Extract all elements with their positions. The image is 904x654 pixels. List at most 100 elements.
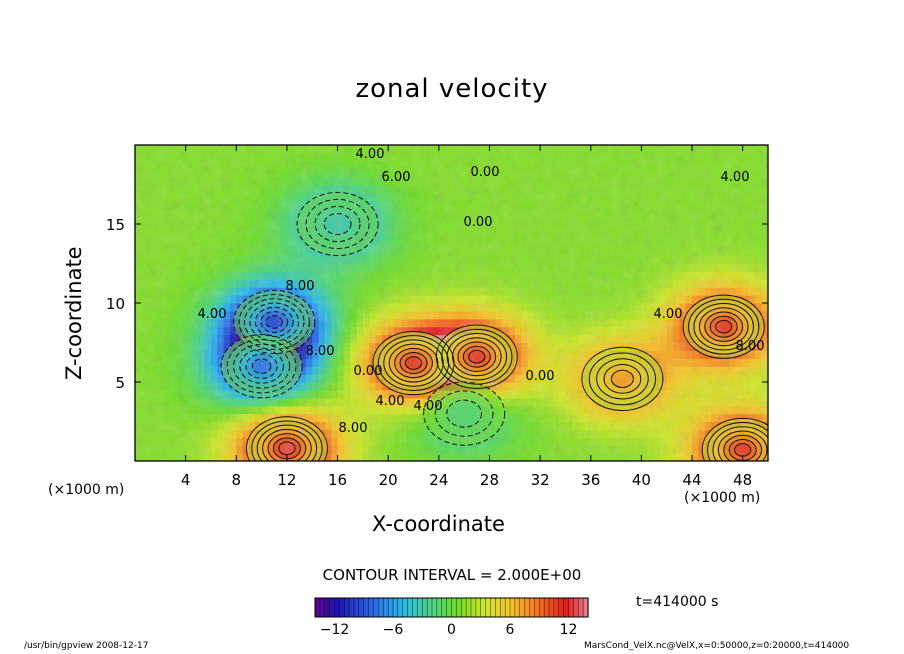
field-cell xyxy=(514,287,522,296)
field-cell xyxy=(135,247,142,257)
field-cell xyxy=(198,421,206,430)
field-cell xyxy=(255,287,263,296)
field-cell xyxy=(571,445,579,454)
field-cell xyxy=(723,389,731,399)
field-cell xyxy=(248,192,256,201)
field-cell xyxy=(153,192,161,201)
field-cell xyxy=(324,303,332,312)
field-cell xyxy=(565,303,573,312)
field-cell xyxy=(685,224,693,233)
field-cell xyxy=(457,176,465,186)
field-cell xyxy=(267,184,275,193)
field-cell xyxy=(565,176,573,186)
contour-line xyxy=(457,341,497,372)
field-cell xyxy=(717,389,725,399)
field-cell xyxy=(679,421,687,430)
field-cell xyxy=(185,437,193,446)
field-cell xyxy=(711,374,718,383)
field-cell xyxy=(635,271,642,280)
field-cell xyxy=(742,176,750,186)
field-cell xyxy=(635,263,642,272)
field-cell xyxy=(210,231,218,241)
contour-line xyxy=(581,346,664,411)
field-cell xyxy=(476,287,484,296)
field-cell xyxy=(692,437,699,446)
field-cell xyxy=(489,318,497,328)
field-cell xyxy=(546,413,554,423)
field-cell xyxy=(622,263,630,272)
field-cell xyxy=(552,231,560,241)
field-cell xyxy=(324,318,332,328)
field-cell xyxy=(723,287,731,296)
field-cell xyxy=(578,382,586,391)
field-cell xyxy=(679,176,687,186)
field-cell xyxy=(286,160,294,170)
field-cell xyxy=(198,358,206,367)
field-cell xyxy=(426,216,434,225)
field-cell xyxy=(679,152,687,162)
field-cell xyxy=(514,342,522,351)
field-cell xyxy=(736,168,744,178)
field-cell xyxy=(248,271,256,280)
field-cell xyxy=(204,413,212,423)
field-cell xyxy=(198,224,206,233)
field-cell xyxy=(483,239,491,249)
field-cell xyxy=(438,200,446,209)
field-cell xyxy=(470,192,478,201)
field-cell xyxy=(210,437,218,446)
field-cell xyxy=(647,192,655,201)
field-cell xyxy=(647,405,655,415)
field-cell xyxy=(571,279,579,288)
field-cell xyxy=(698,437,706,446)
field-cell xyxy=(242,184,250,193)
colorbar-swatch xyxy=(485,597,492,618)
field-cell xyxy=(483,176,491,186)
field-cell xyxy=(147,239,155,249)
contour-label: 0.00 xyxy=(526,369,555,384)
field-cell xyxy=(527,255,535,265)
field-cell xyxy=(704,263,712,272)
field-cell xyxy=(350,263,358,272)
field-cell xyxy=(153,405,161,415)
field-cell xyxy=(698,271,706,280)
field-cell xyxy=(730,413,737,423)
colorbar-swatch xyxy=(490,597,496,618)
field-cell xyxy=(628,421,636,430)
field-cell xyxy=(179,429,187,438)
field-cell xyxy=(546,271,554,280)
field-cell xyxy=(229,224,237,233)
field-cell xyxy=(514,168,522,178)
contour-label: 0.00 xyxy=(471,165,500,180)
field-cell xyxy=(679,247,687,257)
field-cell xyxy=(204,421,212,430)
colorbar-swatch xyxy=(461,597,467,618)
field-cell xyxy=(698,208,706,217)
field-cell xyxy=(369,145,377,154)
field-cell xyxy=(647,445,655,454)
field-cell xyxy=(616,160,624,170)
field-cell xyxy=(578,231,586,241)
field-cell xyxy=(514,271,522,280)
field-cell xyxy=(540,295,548,304)
field-cell xyxy=(267,271,275,280)
field-cell xyxy=(362,413,370,423)
field-cell xyxy=(584,271,592,280)
field-cell xyxy=(400,453,408,461)
field-cell xyxy=(603,192,611,201)
field-cell xyxy=(141,453,149,461)
field-cell xyxy=(761,382,768,391)
field-cell xyxy=(362,295,370,304)
field-cell xyxy=(470,310,478,320)
field-cell xyxy=(717,224,725,233)
field-cell xyxy=(204,405,212,415)
field-cell xyxy=(590,224,598,233)
field-cell xyxy=(375,397,383,407)
contour-line xyxy=(462,345,491,368)
field-cell xyxy=(628,255,636,265)
field-cell xyxy=(755,287,763,296)
field-cell xyxy=(369,382,377,391)
field-cell xyxy=(324,453,332,461)
field-cell xyxy=(426,176,434,186)
field-cell xyxy=(153,326,161,336)
